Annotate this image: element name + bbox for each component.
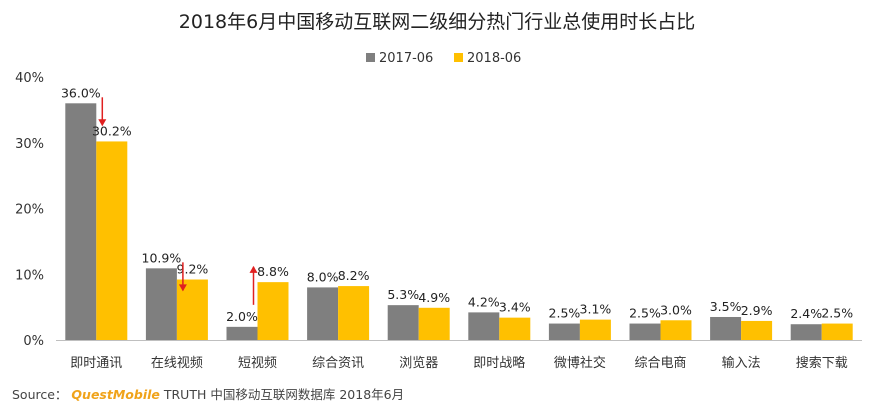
y-tick-label: 10%: [15, 268, 44, 283]
data-label: 2.5%: [549, 306, 581, 321]
data-label: 2.4%: [790, 306, 822, 321]
y-tick-label: 0%: [23, 334, 44, 349]
legend: 2017-06 2018-06: [366, 51, 521, 66]
bar-2018-06-6: [499, 317, 531, 340]
source-brand-truth: TRUTH: [163, 387, 207, 402]
x-axis: 即时通讯 在线视频 短视频 综合资讯 浏览器 即时战略 微博社交 综合电商 输入法 搜索下载: [56, 340, 862, 371]
legend-label-2: 2018-06: [467, 51, 521, 66]
x-tick-label: 短视频: [238, 356, 277, 371]
bar-2017-06-1: [65, 103, 97, 340]
bar-2018-06-4: [338, 286, 370, 340]
data-label: 8.0%: [307, 269, 339, 284]
bar-2017-06-6: [468, 312, 500, 340]
x-tick-label: 即时战略: [473, 355, 525, 371]
data-label: 3.0%: [660, 302, 692, 317]
legend-swatch-1: [366, 53, 375, 62]
trend-arrows: [98, 97, 258, 305]
legend-label-1: 2017-06: [379, 51, 433, 66]
bar-2018-06-1: [96, 141, 128, 340]
source-text: 中国移动互联网数据库 2018年6月: [210, 387, 405, 402]
data-label: 8.2%: [338, 268, 370, 283]
bar-2017-06-4: [307, 287, 339, 340]
source-brand-questmobile: QuestMobile: [71, 387, 160, 402]
bar-2017-06-3: [226, 326, 258, 340]
data-label: 36.0%: [61, 85, 101, 100]
x-tick-label: 综合资讯: [312, 356, 364, 371]
chart-title: 2018年6月中国移动互联网二级细分热门行业总使用时长占比: [179, 11, 695, 33]
data-label: 5.3%: [387, 287, 419, 302]
data-label: 8.8%: [257, 264, 289, 279]
y-tick-label: 40%: [15, 71, 44, 86]
bar-2017-06-10: [790, 324, 822, 340]
x-tick-label: 微博社交: [554, 355, 606, 371]
x-tick-label: 输入法: [722, 355, 761, 371]
bars: [65, 103, 853, 340]
bar-2018-06-9: [741, 320, 773, 340]
bar-2018-06-8: [660, 320, 692, 340]
bar-2017-06-2: [145, 268, 177, 340]
source-prefix: Source：: [12, 387, 68, 402]
bar-2017-06-5: [387, 305, 419, 340]
bar-2018-06-3: [257, 282, 289, 340]
data-label: 10.9%: [142, 250, 182, 265]
data-label: 4.9%: [418, 290, 450, 305]
x-tick-label: 浏览器: [399, 355, 438, 371]
x-tick-label: 综合电商: [634, 356, 686, 371]
arrow-down-icon: [178, 284, 187, 292]
data-label: 2.5%: [821, 306, 853, 321]
x-tick-label: 即时通讯: [70, 356, 122, 371]
x-tick-label: 搜索下载: [796, 356, 848, 371]
bar-2018-06-10: [821, 323, 853, 340]
bar-2017-06-9: [710, 316, 742, 340]
bar-2017-06-8: [629, 323, 661, 340]
y-tick-label: 20%: [15, 203, 44, 218]
data-labels: 36.0%30.2%10.9%9.2%2.0%8.8% 8.0% 8.2%5.3% 4…: [61, 85, 853, 324]
data-label: 2.9%: [741, 303, 773, 318]
data-label: 9.2%: [177, 262, 209, 277]
data-label: 3.1%: [580, 302, 612, 317]
data-label: 2.0%: [226, 309, 258, 324]
x-tick-label: 在线视频: [151, 356, 203, 371]
bar-2018-06-5: [418, 307, 450, 340]
arrow-down-icon: [98, 119, 107, 127]
legend-swatch-2: [454, 53, 463, 62]
y-axis: 0% 10% 20% 30% 40%: [15, 71, 44, 349]
data-label: 2.5%: [629, 306, 661, 321]
data-label: 3.5%: [710, 299, 742, 314]
data-label: 4.2%: [468, 294, 500, 309]
y-tick-label: 30%: [15, 137, 44, 152]
data-label: 30.2%: [92, 123, 132, 138]
arrow-up-icon: [249, 265, 258, 273]
bar-2017-06-7: [548, 323, 580, 340]
source-note: Source： QuestMobile TRUTH 中国移动互联网数据库 201…: [12, 384, 404, 403]
data-label: 3.4%: [499, 300, 531, 315]
bar-chart: 2018年6月中国移动互联网二级细分热门行业总使用时长占比 2017-06 201…: [15, 11, 862, 371]
bar-2018-06-7: [579, 319, 611, 340]
